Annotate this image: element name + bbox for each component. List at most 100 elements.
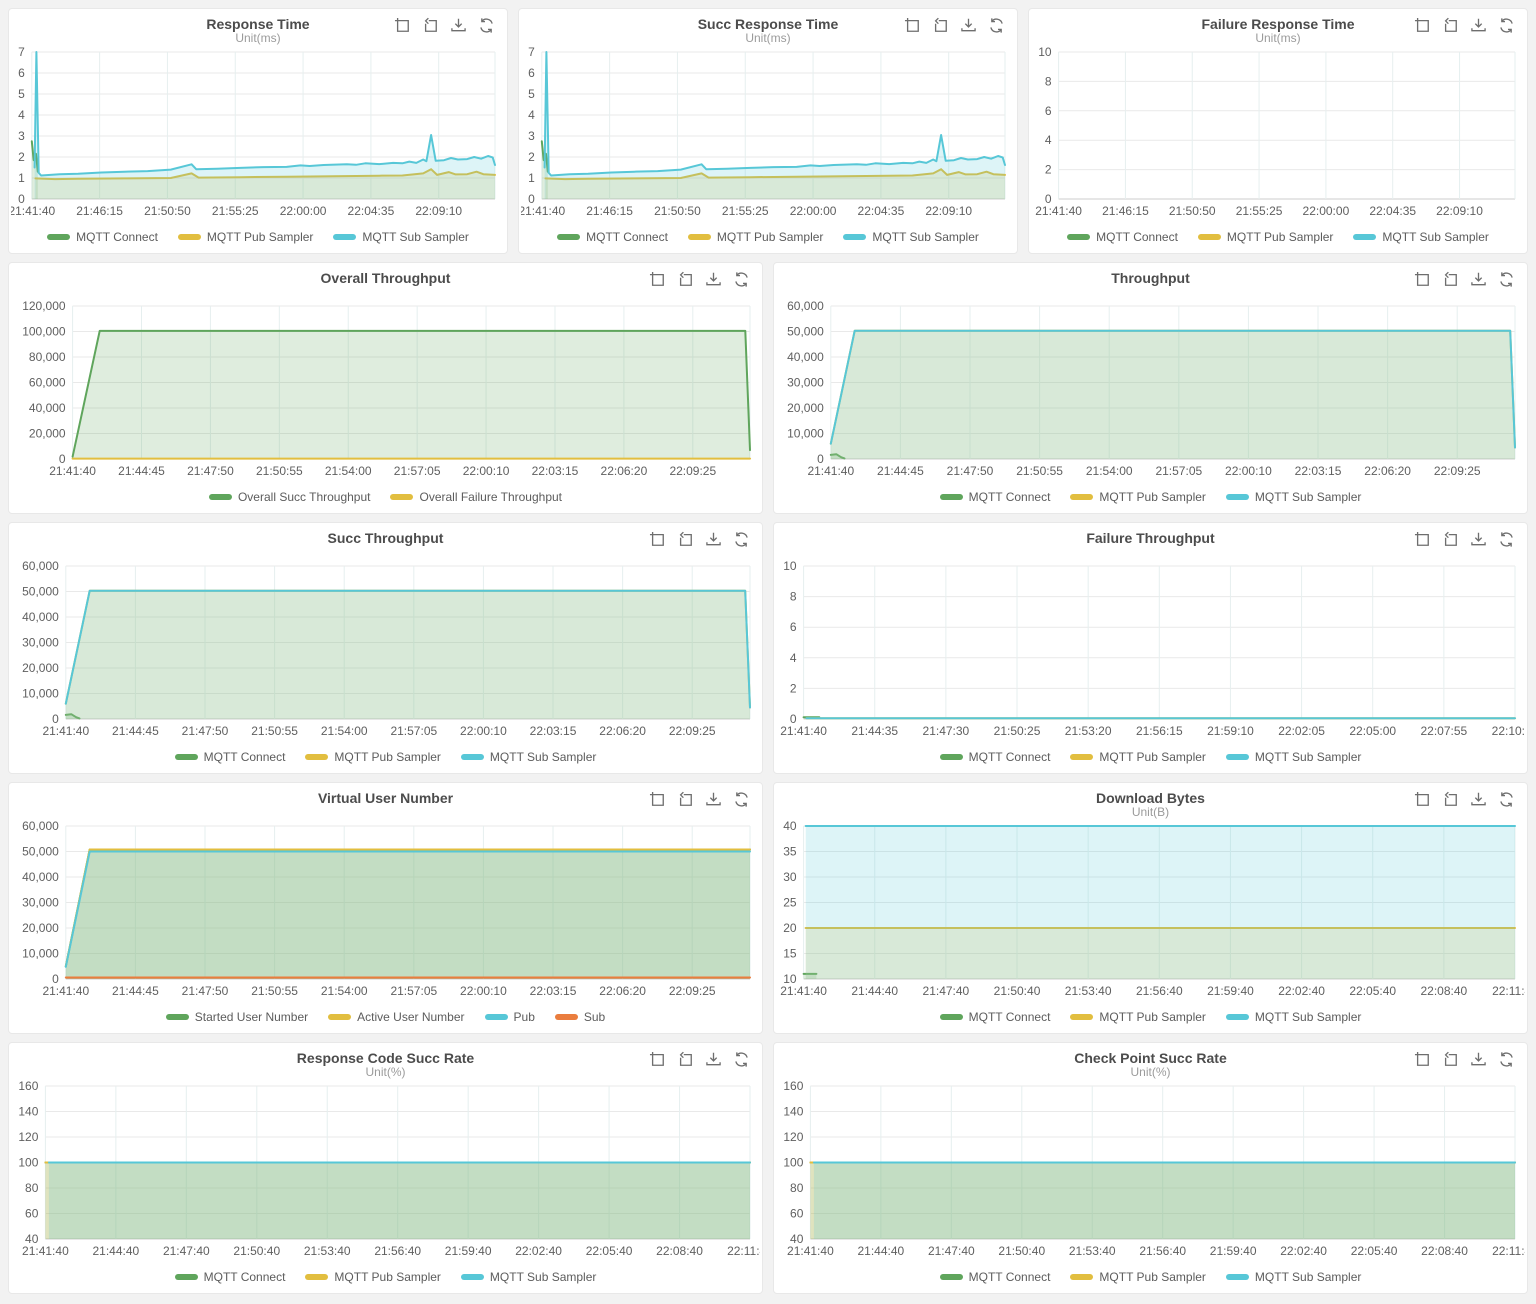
restore-icon[interactable]: [1442, 791, 1459, 808]
svg-text:21:57:05: 21:57:05: [394, 464, 441, 478]
refresh-icon[interactable]: [988, 17, 1005, 34]
refresh-icon[interactable]: [1498, 791, 1515, 808]
legend-item-active-user-number[interactable]: Active User Number: [328, 1010, 465, 1024]
refresh-icon[interactable]: [1498, 271, 1515, 288]
legend-item-mqtt-pub-sampler[interactable]: MQTT Pub Sampler: [1197, 230, 1333, 244]
legend-item-mqtt-connect[interactable]: MQTT Connect: [47, 230, 158, 244]
save-image-icon[interactable]: [705, 271, 722, 288]
legend-item-mqtt-sub-sampler[interactable]: MQTT Sub Sampler: [1225, 490, 1361, 504]
restore-icon[interactable]: [1442, 17, 1459, 34]
area-zoom-icon[interactable]: [1414, 791, 1431, 808]
area-zoom-icon[interactable]: [1414, 1051, 1431, 1068]
save-image-icon[interactable]: [1470, 17, 1487, 34]
legend-label: MQTT Sub Sampler: [872, 230, 979, 244]
legend-item-overall-succ-throughput[interactable]: Overall Succ Throughput: [208, 490, 370, 504]
save-image-icon[interactable]: [705, 1051, 722, 1068]
legend-item-mqtt-connect[interactable]: MQTT Connect: [939, 1270, 1050, 1284]
area-zoom-icon[interactable]: [649, 791, 666, 808]
legend-item-mqtt-connect[interactable]: MQTT Connect: [939, 1010, 1050, 1024]
legend-item-mqtt-pub-sampler[interactable]: MQTT Pub Sampler: [305, 750, 441, 764]
legend-item-overall-failure-throughput[interactable]: Overall Failure Throughput: [390, 490, 562, 504]
refresh-icon[interactable]: [733, 531, 750, 548]
legend-item-mqtt-connect[interactable]: MQTT Connect: [557, 230, 668, 244]
area-zoom-icon[interactable]: [904, 17, 921, 34]
chart-plot-canvas[interactable]: 10 15 20 25 30 35 40 21:41:40 21:44:40 21:47:40 21…: [776, 820, 1525, 1001]
svg-text:40: 40: [790, 1232, 804, 1246]
area-zoom-icon[interactable]: [1414, 531, 1431, 548]
legend-item-mqtt-connect[interactable]: MQTT Connect: [1067, 230, 1178, 244]
restore-icon[interactable]: [932, 17, 949, 34]
refresh-icon[interactable]: [733, 271, 750, 288]
save-image-icon[interactable]: [1470, 271, 1487, 288]
save-image-icon[interactable]: [1470, 791, 1487, 808]
legend-item-mqtt-pub-sampler[interactable]: MQTT Pub Sampler: [1070, 750, 1206, 764]
restore-icon[interactable]: [677, 791, 694, 808]
save-image-icon[interactable]: [450, 17, 467, 34]
chart-plot-canvas[interactable]: 0 2 4 6 8 10 21:41:40 21:44:35 21:47:30 21:50:25 2…: [776, 560, 1525, 741]
refresh-icon[interactable]: [1498, 1051, 1515, 1068]
legend-item-mqtt-sub-sampler[interactable]: MQTT Sub Sampler: [1225, 750, 1361, 764]
restore-icon[interactable]: [677, 531, 694, 548]
chart-plot-canvas[interactable]: 0 1 2 3 4 5 6 7 21:41:40 21:46:15 21:50:50 21:55:25…: [521, 46, 1015, 221]
area-zoom-icon[interactable]: [1414, 17, 1431, 34]
restore-icon[interactable]: [677, 1051, 694, 1068]
legend-item-mqtt-sub-sampler[interactable]: MQTT Sub Sampler: [460, 1270, 596, 1284]
refresh-icon[interactable]: [478, 17, 495, 34]
chart-plot-canvas[interactable]: 0 2 4 6 8 10 21:41:40 21:46:15 21:50:50 21:55:25 2…: [1031, 46, 1525, 221]
legend-item-sub[interactable]: Sub: [554, 1010, 605, 1024]
legend-item-pub[interactable]: Pub: [484, 1010, 535, 1024]
chart-plot-canvas[interactable]: 40 60 80 100 120 140 160 21:41:40 21:44:40 21:47:…: [776, 1080, 1525, 1261]
save-image-icon[interactable]: [705, 531, 722, 548]
restore-icon[interactable]: [1442, 271, 1459, 288]
refresh-icon[interactable]: [733, 1051, 750, 1068]
legend-item-mqtt-sub-sampler[interactable]: MQTT Sub Sampler: [460, 750, 596, 764]
refresh-icon[interactable]: [1498, 531, 1515, 548]
legend-item-mqtt-pub-sampler[interactable]: MQTT Pub Sampler: [687, 230, 823, 244]
legend-item-mqtt-pub-sampler[interactable]: MQTT Pub Sampler: [177, 230, 313, 244]
save-image-icon[interactable]: [1470, 531, 1487, 548]
area-zoom-icon[interactable]: [649, 1051, 666, 1068]
legend-item-mqtt-connect[interactable]: MQTT Connect: [174, 750, 285, 764]
chart-plot-canvas[interactable]: 0 20,000 40,000 60,000 80,000 100,000 120,000 2…: [11, 300, 760, 481]
legend-item-mqtt-sub-sampler[interactable]: MQTT Sub Sampler: [843, 230, 979, 244]
restore-icon[interactable]: [1442, 1051, 1459, 1068]
chart-plot-canvas[interactable]: 40 60 80 100 120 140 160 21:41:40 21:44:40 21:47:…: [11, 1080, 760, 1261]
restore-icon[interactable]: [1442, 531, 1459, 548]
legend-item-mqtt-sub-sampler[interactable]: MQTT Sub Sampler: [1225, 1270, 1361, 1284]
refresh-icon[interactable]: [733, 791, 750, 808]
legend-item-mqtt-sub-sampler[interactable]: MQTT Sub Sampler: [333, 230, 469, 244]
chart-plot-canvas[interactable]: 0 10,000 20,000 30,000 40,000 50,000 60,000 21:…: [11, 560, 760, 741]
chart-plot-canvas[interactable]: 0 10,000 20,000 30,000 40,000 50,000 60,000 21:…: [11, 820, 760, 1001]
svg-text:2: 2: [1045, 163, 1052, 177]
area-zoom-icon[interactable]: [649, 531, 666, 548]
save-image-icon[interactable]: [705, 791, 722, 808]
legend-item-mqtt-connect[interactable]: MQTT Connect: [174, 1270, 285, 1284]
legend-item-mqtt-pub-sampler[interactable]: MQTT Pub Sampler: [305, 1270, 441, 1284]
chart-plot-canvas[interactable]: 0 10,000 20,000 30,000 40,000 50,000 60,000 21:…: [776, 300, 1525, 481]
svg-text:0: 0: [59, 452, 66, 466]
legend-item-mqtt-pub-sampler[interactable]: MQTT Pub Sampler: [1070, 490, 1206, 504]
area-zoom-icon[interactable]: [394, 17, 411, 34]
legend-item-mqtt-connect[interactable]: MQTT Connect: [939, 490, 1050, 504]
legend-label: MQTT Pub Sampler: [1099, 490, 1206, 504]
svg-text:20,000: 20,000: [22, 921, 59, 935]
svg-text:21:50:50: 21:50:50: [654, 204, 701, 218]
legend-item-started-user-number[interactable]: Started User Number: [165, 1010, 308, 1024]
area-zoom-icon[interactable]: [649, 271, 666, 288]
legend-item-mqtt-pub-sampler[interactable]: MQTT Pub Sampler: [1070, 1270, 1206, 1284]
restore-icon[interactable]: [677, 271, 694, 288]
legend-item-mqtt-sub-sampler[interactable]: MQTT Sub Sampler: [1225, 1010, 1361, 1024]
svg-text:35: 35: [783, 845, 797, 859]
save-image-icon[interactable]: [1470, 1051, 1487, 1068]
chart-card-response-code-succ-rate: Response Code Succ Rate Unit(%) 40 60 80 10…: [8, 1042, 763, 1294]
legend-item-mqtt-connect[interactable]: MQTT Connect: [939, 750, 1050, 764]
chart-legend: Overall Succ Throughput Overall Failure T…: [9, 481, 762, 513]
save-image-icon[interactable]: [960, 17, 977, 34]
refresh-icon[interactable]: [1498, 17, 1515, 34]
legend-item-mqtt-sub-sampler[interactable]: MQTT Sub Sampler: [1353, 230, 1489, 244]
chart-plot-canvas[interactable]: 0 1 2 3 4 5 6 7 21:41:40 21:46:15 21:50:50 21:55:25…: [11, 46, 505, 221]
area-zoom-icon[interactable]: [1414, 271, 1431, 288]
legend-item-mqtt-pub-sampler[interactable]: MQTT Pub Sampler: [1070, 1010, 1206, 1024]
restore-icon[interactable]: [422, 17, 439, 34]
chart-legend: MQTT Connect MQTT Pub Sampler MQTT Sub Sam…: [519, 221, 1017, 253]
